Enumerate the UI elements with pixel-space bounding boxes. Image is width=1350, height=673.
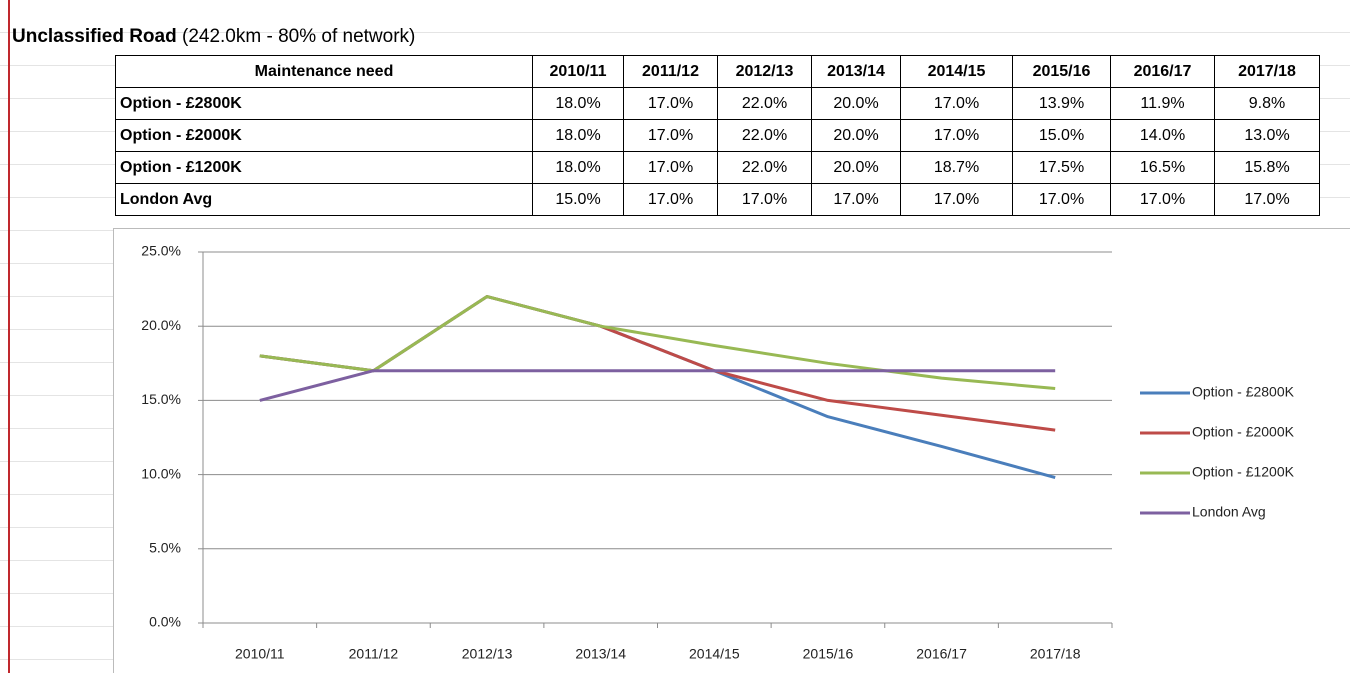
cell: 15.0% bbox=[1012, 119, 1111, 152]
series-line bbox=[259, 369, 1056, 402]
series-line bbox=[259, 295, 1056, 391]
cell: 2017/18 bbox=[1214, 55, 1320, 88]
cell: 17.0% bbox=[623, 119, 718, 152]
x-tick-label: 2016/17 bbox=[916, 646, 967, 662]
cell: 16.5% bbox=[1110, 151, 1215, 184]
legend-label: Option - £2800K bbox=[1192, 384, 1295, 400]
x-tick-label: 2013/14 bbox=[575, 646, 626, 662]
cell: 18.7% bbox=[900, 151, 1013, 184]
chart-area bbox=[113, 228, 1350, 673]
legend-label: Option - £1200K bbox=[1192, 464, 1295, 480]
row-label: Option - £1200K bbox=[115, 151, 533, 184]
cell: 15.0% bbox=[532, 183, 624, 216]
sheet-edge bbox=[8, 0, 10, 673]
cell: 13.9% bbox=[1012, 87, 1111, 120]
x-tick-label: 2014/15 bbox=[689, 646, 740, 662]
cell: 17.0% bbox=[623, 183, 718, 216]
x-tick-label: 2010/11 bbox=[235, 646, 285, 662]
y-tick-label: 20.0% bbox=[141, 317, 181, 333]
y-tick-label: 5.0% bbox=[149, 540, 181, 556]
table-row: Option - £2000K 18.0% 17.0% 22.0% 20.0% 17.0%… bbox=[115, 119, 1320, 152]
legend-label: London Avg bbox=[1192, 504, 1266, 520]
row-label: Option - £2000K bbox=[115, 119, 533, 152]
cell: 15.8% bbox=[1214, 151, 1320, 184]
cell: 22.0% bbox=[717, 87, 812, 120]
cell: 11.9% bbox=[1110, 87, 1215, 120]
row-label: Option - £2800K bbox=[115, 87, 533, 120]
cell: 9.8% bbox=[1214, 87, 1320, 120]
cell: 18.0% bbox=[532, 151, 624, 184]
title-name: Unclassified Road bbox=[12, 26, 177, 47]
cell: 17.0% bbox=[900, 119, 1013, 152]
x-tick-label: 2015/16 bbox=[803, 646, 854, 662]
cell: 17.0% bbox=[900, 183, 1013, 216]
cell: 17.0% bbox=[717, 183, 812, 216]
cell: 17.0% bbox=[900, 87, 1013, 120]
table-row: Option - £2800K 18.0% 17.0% 22.0% 20.0% 17.0%… bbox=[115, 87, 1320, 120]
y-tick-label: 0.0% bbox=[149, 614, 181, 630]
y-tick-label: 10.0% bbox=[141, 465, 181, 481]
cell: 22.0% bbox=[717, 119, 812, 152]
table-row: London Avg 15.0% 17.0% 17.0% 17.0% 17.0% 17.0%… bbox=[115, 183, 1320, 216]
cell: 17.0% bbox=[811, 183, 901, 216]
cell: 17.0% bbox=[1012, 183, 1111, 216]
x-tick-label: 2011/12 bbox=[349, 646, 399, 662]
cell: 17.0% bbox=[623, 87, 718, 120]
cell: 2015/16 bbox=[1012, 55, 1111, 88]
cell: 20.0% bbox=[811, 87, 901, 120]
cell: 17.5% bbox=[1012, 151, 1111, 184]
table-row: Maintenance need 2010/11 2011/12 2012/13 201… bbox=[115, 55, 1320, 88]
cell: 18.0% bbox=[532, 119, 624, 152]
sheet-title: Unclassified Road (242.0km - 80% of netw… bbox=[12, 26, 415, 48]
x-tick-label: 2017/18 bbox=[1030, 646, 1081, 662]
cell: 2010/11 bbox=[532, 55, 624, 88]
cell: 20.0% bbox=[811, 151, 901, 184]
chart: 0.0% 5.0% 10.0% 15.0% 20.0% 25.0% 2010/11 2011/… bbox=[113, 228, 1350, 673]
cell: 17.0% bbox=[623, 151, 718, 184]
x-tick-label: 2012/13 bbox=[462, 646, 513, 662]
cell: 13.0% bbox=[1214, 119, 1320, 152]
y-tick-label: 15.0% bbox=[141, 391, 181, 407]
cell: 2013/14 bbox=[811, 55, 901, 88]
table-row: Option - £1200K 18.0% 17.0% 22.0% 20.0% 18.7%… bbox=[115, 151, 1320, 184]
data-table: Maintenance need 2010/11 2011/12 2012/13 201… bbox=[115, 55, 1320, 216]
cell: 22.0% bbox=[717, 151, 812, 184]
cell: 14.0% bbox=[1110, 119, 1215, 152]
cell: 20.0% bbox=[811, 119, 901, 152]
cell: 18.0% bbox=[532, 87, 624, 120]
row-label: London Avg bbox=[115, 183, 533, 216]
title-detail: (242.0km - 80% of network) bbox=[182, 26, 416, 47]
cell: 17.0% bbox=[1110, 183, 1215, 216]
row-label: Maintenance need bbox=[115, 55, 533, 88]
legend-label: Option - £2000K bbox=[1192, 424, 1295, 440]
y-tick-label: 25.0% bbox=[141, 243, 181, 259]
cell: 2012/13 bbox=[717, 55, 812, 88]
cell: 2016/17 bbox=[1110, 55, 1215, 88]
cell: 17.0% bbox=[1214, 183, 1320, 216]
cell: 2011/12 bbox=[623, 55, 718, 88]
cell: 2014/15 bbox=[900, 55, 1013, 88]
